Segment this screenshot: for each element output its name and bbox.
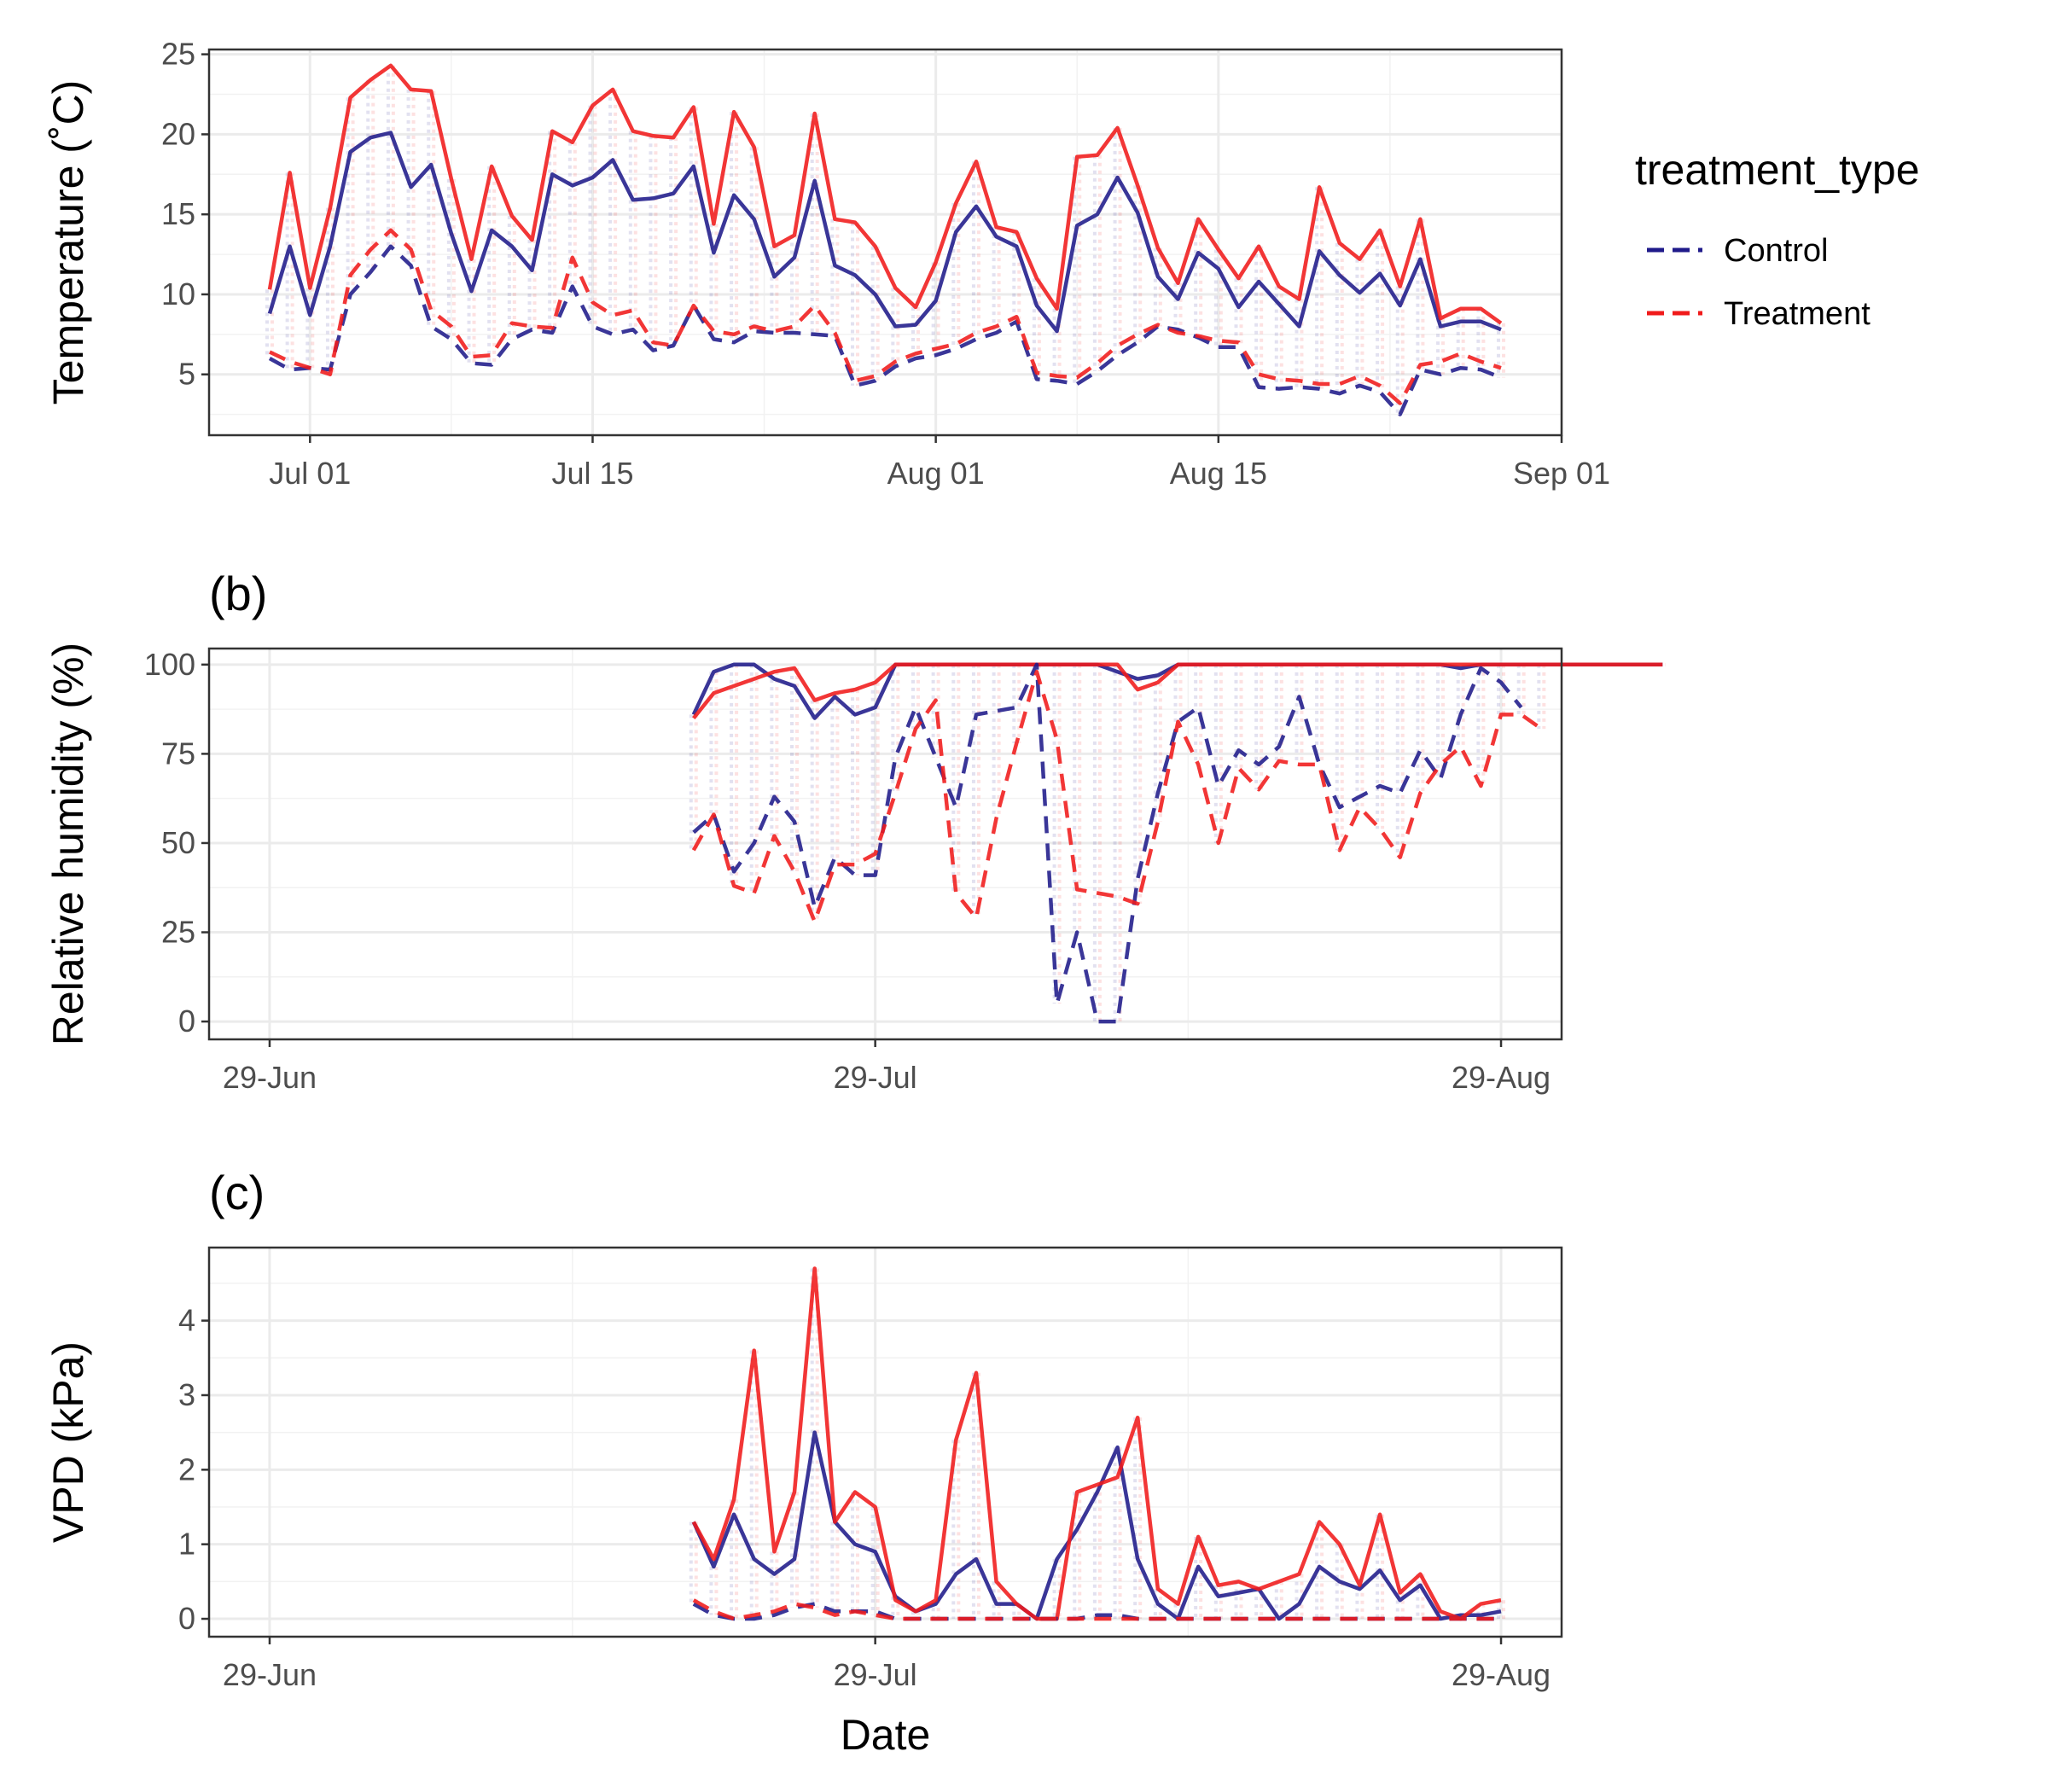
legend-item-control: Control bbox=[1647, 233, 1829, 269]
legend-item-treatment: Treatment bbox=[1647, 296, 1871, 332]
vpd-panel: 0 1 2 3 4 29-Jun 29-Jul 29-Aug VPD (kPa) (c) Date bbox=[44, 1166, 1563, 1759]
vpd-x-tick-label: 29-Aug bbox=[1452, 1657, 1551, 1692]
vpd-line-control-max bbox=[691, 1430, 1502, 1621]
temperature-line-control-min bbox=[268, 244, 1502, 416]
temperature-line-control-max bbox=[267, 131, 1502, 334]
temperature-x-tick-label: Aug 01 bbox=[887, 456, 985, 491]
vpd-line-treatment-max bbox=[691, 1266, 1502, 1621]
humidity-y-tick-label: 0 bbox=[178, 1004, 195, 1039]
vpd-y-axis-title: VPD (kPa) bbox=[44, 1341, 92, 1543]
vpd-y-tick-label: 3 bbox=[178, 1377, 195, 1412]
humidity-x-tick-label: 29-Aug bbox=[1452, 1060, 1551, 1095]
humidity-y-tick-label: 75 bbox=[161, 736, 195, 771]
temperature-panel: 5 10 15 20 25 Jul 01 Jul 15 Aug 01 Aug 15 Sep 01 T… bbox=[44, 37, 1610, 491]
temperature-panel-border bbox=[207, 48, 1563, 437]
humidity-panel: 0 25 50 75 100 29-Jun 29-Jul 29-Aug Relative hum… bbox=[44, 567, 1663, 1095]
temperature-y-tick-label: 5 bbox=[178, 357, 195, 392]
vpd-y-tick-label: 1 bbox=[178, 1527, 195, 1562]
humidity-x-tick-label: 29-Jul bbox=[834, 1060, 917, 1095]
vpd-x-axis-title: Date bbox=[841, 1711, 931, 1759]
vpd-panel-border bbox=[207, 1246, 1563, 1638]
temperature-y-axis-title: Temperature (˚C) bbox=[44, 80, 92, 405]
vpd-x-tick-label: 29-Jun bbox=[223, 1657, 317, 1692]
legend-label-control: Control bbox=[1724, 233, 1829, 269]
humidity-line-control-min bbox=[692, 662, 1523, 1024]
temperature-x-tick-label: Sep 01 bbox=[1513, 456, 1610, 491]
temperature-y-tick-label: 15 bbox=[161, 196, 195, 231]
temperature-x-tick-label: Jul 01 bbox=[269, 456, 351, 491]
temperature-y-tick-label: 10 bbox=[161, 276, 195, 311]
vpd-line-treatment-min bbox=[692, 1598, 1501, 1621]
temperature-line-treatment-max bbox=[267, 63, 1503, 325]
vpd-y-tick-label: 4 bbox=[178, 1303, 195, 1338]
humidity-y-axis-title: Relative humidity (%) bbox=[44, 643, 92, 1045]
temperature-y-tick-label: 20 bbox=[161, 116, 195, 151]
temperature-x-tick-label: Jul 15 bbox=[551, 456, 633, 491]
vpd-panel-tag: (c) bbox=[209, 1166, 265, 1219]
humidity-line-treatment-max bbox=[692, 662, 1663, 720]
legend: treatment_type Control Treatment bbox=[1635, 146, 1920, 332]
temperature-x-tick-label: Aug 15 bbox=[1170, 456, 1267, 491]
vpd-y-tick-label: 2 bbox=[178, 1452, 195, 1487]
humidity-line-treatment-min bbox=[691, 669, 1543, 924]
humidity-x-tick-label: 29-Jun bbox=[223, 1060, 317, 1095]
vpd-line-control-min bbox=[692, 1602, 1501, 1621]
temperature-line-treatment-min bbox=[269, 228, 1502, 405]
vpd-y-tick-label: 0 bbox=[178, 1601, 195, 1636]
humidity-y-tick-label: 50 bbox=[161, 825, 195, 860]
humidity-panel-tag: (b) bbox=[209, 567, 267, 620]
humidity-y-tick-label: 25 bbox=[161, 915, 195, 950]
legend-label-treatment: Treatment bbox=[1724, 296, 1871, 332]
vpd-x-tick-label: 29-Jul bbox=[834, 1657, 917, 1692]
temperature-y-tick-label: 25 bbox=[161, 37, 195, 72]
legend-title: treatment_type bbox=[1635, 146, 1920, 194]
humidity-y-tick-label: 100 bbox=[144, 647, 195, 682]
